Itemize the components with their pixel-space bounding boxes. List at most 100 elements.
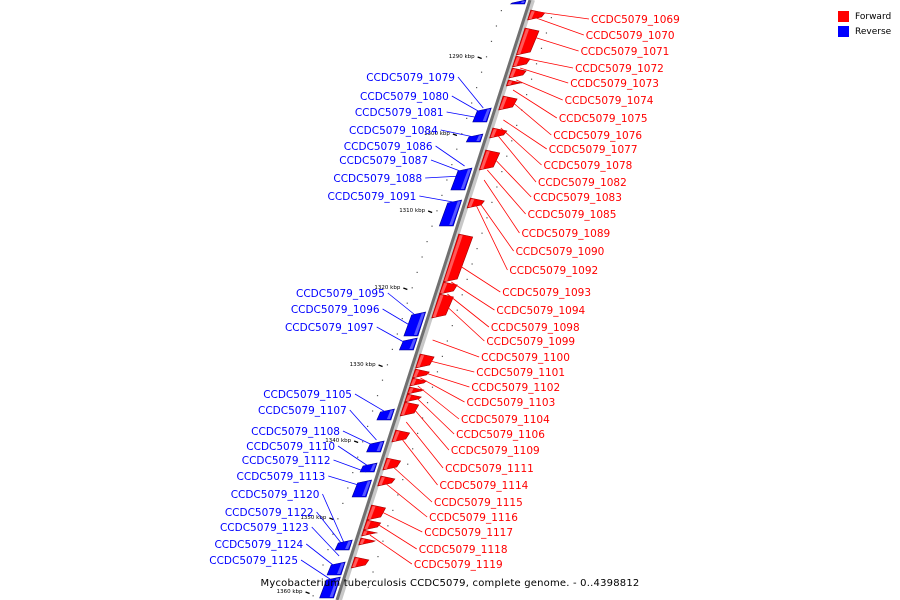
tick-dot [382,540,384,542]
reverse-gene-block [450,167,473,191]
forward-gene-label: CCDC5079_1114 [440,480,529,492]
leader-line [503,119,547,150]
tick-mark [403,287,408,291]
reverse-gene-label: CCDC5079_1112 [242,455,331,467]
forward-gene-block [350,556,370,569]
tick-label: 1350 kbp [300,515,326,521]
gene-highlight [480,151,490,169]
forward-gene-block [438,281,458,295]
reverse-gene-block [472,107,492,123]
tick-mark [353,440,359,444]
tick-dot [406,302,408,304]
forward-gene-label: CCDC5079_1071 [581,46,670,58]
reverse-gene-block [376,408,395,421]
forward-gene-label: CCDC5079_1118 [419,544,508,556]
tick-dot [495,25,498,27]
gene-highlight [408,388,414,393]
tick-mark [477,56,482,60]
leader-line [405,421,444,469]
tick-label: 1310 kbp [399,208,425,214]
gene-highlight [482,109,491,121]
gene-highlight [378,477,385,485]
tick-dot [516,124,518,126]
tick-dot [322,564,324,566]
leader-line [536,17,584,36]
tick-dot [550,17,552,19]
tick-dot [526,94,528,96]
forward-gene-label: CCDC5079_1083 [533,192,622,204]
gene-highlight [345,541,352,549]
legend-reverse-label: Reverse [855,26,892,37]
forward-gene-label: CCDC5079_1072 [575,63,664,75]
tick-dot [367,425,369,427]
reverse-gene-label: CCDC5079_1125 [209,555,298,567]
forward-gene-block [442,233,474,283]
tick-mark [427,210,433,214]
leader-line [316,511,343,546]
forward-gene-label: CCDC5079_1074 [565,95,654,107]
tick-dot [367,586,369,588]
tick-dot [431,225,433,227]
gene-highlight [416,355,425,367]
map-caption: Mycobacterium tuberculosis CCDC5079, com… [260,578,640,589]
leader-line [497,135,537,183]
leader-line [354,393,386,413]
gene-highlight [409,339,417,349]
leader-line [300,559,332,581]
reverse-gene-label: CCDC5079_1124 [214,539,303,551]
leader-line [443,303,485,342]
forward-gene-label: CCDC5079_1085 [528,209,617,221]
tick-dot [486,217,488,219]
forward-gene-label: CCDC5079_1116 [429,512,518,524]
forward-gene-label: CCDC5079_1109 [451,445,540,457]
tick-dot [431,386,434,388]
tick-dot [456,148,458,150]
leader-line [322,493,345,543]
tick-dot [471,263,473,265]
gene-highlight [383,459,391,469]
gene-highlight [392,431,400,441]
reverse-gene-label: CCDC5079_1088 [333,173,422,185]
reverse-gene-label: CCDC5079_1095 [296,288,385,300]
tick-dot [342,502,344,504]
forward-gene-block [399,401,420,417]
reverse-gene-label: CCDC5079_1086 [344,141,433,153]
tick-dot [407,463,409,465]
reverse-gene-label: CCDC5079_1084 [349,125,438,137]
tick-dot [372,571,374,573]
forward-gene-block [508,67,527,79]
leader-line [349,409,377,441]
leader-line [457,76,484,109]
reverse-gene-label: CCDC5079_1105 [263,389,352,401]
reverse-gene-block [465,133,484,143]
tick-dot [381,379,384,381]
tick-dot [446,179,448,181]
leader-line [422,371,470,388]
leader-line [446,111,481,119]
tick-dot [352,472,354,474]
reverse-gene-label: CCDC5079_1110 [246,441,335,453]
gene-highlight [329,578,340,597]
gene-highlight [401,403,409,415]
leader-line [430,159,463,173]
tick-dot [530,78,533,80]
tick-dot [436,210,438,212]
tick-dot [471,102,473,104]
forward-gene-label: CCDC5079_1111 [445,463,534,475]
tick-dot [496,186,498,188]
reverse-gene-label: CCDC5079_1113 [237,471,326,483]
forward-gene-label: CCDC5079_1077 [549,144,638,156]
leader-line [411,405,450,451]
forward-gene-block [505,79,523,87]
leader-line [373,521,417,550]
reverse-gene-label: CCDC5079_1079 [366,72,455,84]
legend-forward-label: Forward [855,11,892,22]
leader-line [440,129,475,138]
tick-dot [485,56,488,58]
gene-highlight [362,481,371,496]
gene-highlight [528,11,535,19]
gene-highlight [370,464,377,471]
forward-gene-label: CCDC5079_1099 [486,336,575,348]
forward-gene-label: CCDC5079_1115 [434,497,523,509]
tick-mark [305,591,310,595]
